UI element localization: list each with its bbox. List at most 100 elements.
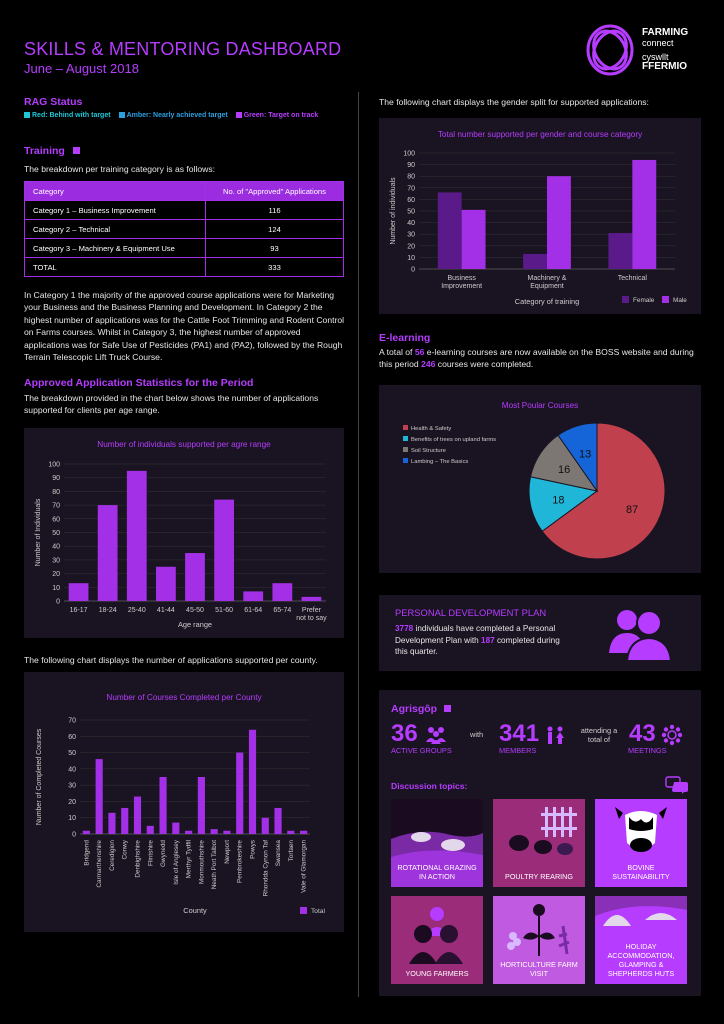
logo-swirl-icon <box>586 24 634 76</box>
x-tick-label: Carmarthenshire <box>96 840 103 888</box>
x-tick-label: Flintshire <box>147 840 154 866</box>
bar <box>272 583 293 601</box>
y-tick-label: 50 <box>52 530 60 537</box>
gender-chart: 0 10 20 30 40 50 60 70 80 90 100 BusinessImprovemen… <box>390 151 687 307</box>
y-tick-label: 90 <box>407 162 415 169</box>
training-title-text: Training <box>24 145 65 157</box>
pie-data-label: 18 <box>552 494 564 506</box>
y-tick-label: 10 <box>407 255 415 262</box>
elearning-text-a: A total of <box>379 347 415 357</box>
table-header-category: Category <box>24 181 206 201</box>
square-icon <box>72 147 80 154</box>
column-divider <box>358 92 359 997</box>
topic-label: HOLIDAY ACCOMMODATION, GLAMPING & SHEPHE… <box>607 942 675 978</box>
y-tick-label: 20 <box>52 571 60 578</box>
elearning-text: A total of 56 e-learning courses are now… <box>379 346 701 371</box>
legend-swatch <box>403 458 408 463</box>
groups-label: ACTIVE GROUPS <box>391 746 452 755</box>
x-tick-label: Torfaen <box>288 840 295 862</box>
x-tick-label: 65-74 <box>273 607 291 614</box>
approved-title: Approved Application Statistics for the … <box>24 377 254 389</box>
young-farmers-icon <box>409 907 463 964</box>
table-header-row: Category No. of "Approved" Applications <box>24 181 344 201</box>
y-tick-label: 0 <box>72 832 76 839</box>
bar <box>159 777 167 834</box>
y-tick-label: 90 <box>52 475 60 482</box>
table-row: Category 2 – Technical 124 <box>24 219 344 239</box>
pdp-completed: 187 <box>481 635 495 645</box>
gender-chart-panel: Total number supported per gender and co… <box>379 118 701 314</box>
rag-amber: Amber: Nearly achieved target <box>118 112 228 119</box>
topic-label: ROTATIONAL GRAZING IN ACTION <box>397 863 477 881</box>
topic-tile-horticulture: HORTICULTURE FARM VISIT <box>493 896 585 984</box>
logo-text-cyswllt: cyswllt <box>642 52 669 62</box>
legend-label: Male <box>673 297 687 304</box>
training-title: Training <box>24 145 80 157</box>
rag-red: Red: Behind with target <box>24 112 111 119</box>
bar <box>210 829 218 834</box>
y-axis-label: Number of Individuals <box>35 498 42 566</box>
x-tick-label: 51-60 <box>215 607 233 614</box>
x-tick-label: Improvement <box>441 283 482 290</box>
x-tick-label: Equipment <box>530 283 564 290</box>
bar <box>68 583 89 601</box>
bar <box>608 233 633 269</box>
y-tick-label: 50 <box>407 209 415 216</box>
pdp-text-a: individuals have completed a Personal De… <box>395 624 556 645</box>
topic-label: YOUNG FARMERS <box>405 969 469 978</box>
training-intro: The breakdown per training category is a… <box>24 164 216 174</box>
x-tick-label: 45-50 <box>186 607 204 614</box>
agrisgop-panel: Agrisgôp 36 ACTIVE GROUPS with 341 MEMBE… <box>379 690 701 996</box>
y-tick-label: 40 <box>52 544 60 551</box>
legend-label: Total <box>311 908 325 915</box>
age-chart-panel: Number of individuals supported per agre… <box>24 428 344 638</box>
people-icon <box>609 610 671 662</box>
bar <box>185 553 205 601</box>
x-tick-label: 16-17 <box>70 607 88 614</box>
legend-swatch <box>622 296 629 303</box>
bar <box>95 759 103 834</box>
agrisgop-with: with <box>470 730 484 739</box>
x-tick-label: Isle of Anglesey <box>173 839 180 885</box>
rag-red-label: Red: Behind with target <box>32 112 111 119</box>
meetings-label: MEETINGS <box>628 746 667 755</box>
x-tick-label: Denbighshire <box>135 840 142 878</box>
x-tick-label: 25-40 <box>128 607 146 614</box>
x-axis-label: Age range <box>178 620 212 629</box>
y-tick-label: 80 <box>407 174 415 181</box>
bar <box>248 729 257 834</box>
y-tick-label: 80 <box>52 489 60 496</box>
y-tick-label: 30 <box>52 557 60 564</box>
pie-chart: 87 18 16 13 Health & Safety Benefits of trees… <box>403 422 666 560</box>
table-cell: 116 <box>205 200 344 220</box>
x-tick-label: Vale of Glamorgan <box>301 840 308 893</box>
rag-green-label: Green: Target on track <box>243 112 319 119</box>
pie-slice <box>528 476 599 532</box>
y-tick-label: 10 <box>68 815 76 822</box>
y-tick-label: 40 <box>68 766 76 773</box>
training-table: Category No. of "Approved" Applications … <box>24 181 344 277</box>
y-tick-label: 60 <box>52 516 60 523</box>
x-tick-label: 41-44 <box>157 607 175 614</box>
training-paragraph: In Category 1 the majority of the approv… <box>24 290 345 363</box>
legend-swatch <box>403 447 408 452</box>
elearning-text-b: e-learning courses are now available on … <box>379 347 694 370</box>
bar <box>155 566 176 601</box>
age-chart: 0 10 20 30 40 50 60 70 80 90 100 16-17 18-24 25-40 41-… <box>35 462 327 630</box>
legend-label: Lambing – The Basics <box>411 459 468 465</box>
glamping-icon <box>595 906 687 984</box>
y-tick-label: 70 <box>52 503 60 510</box>
rag-green: Green: Target on track <box>235 112 319 119</box>
table-cell: Category 1 – Business Improvement <box>24 200 206 220</box>
x-tick-label: 18-24 <box>99 607 117 614</box>
agrisgop-title-text: Agrisgôp <box>391 703 438 715</box>
pie-slice <box>541 422 666 560</box>
flowers-icon <box>507 904 570 956</box>
topic-tile-holiday: HOLIDAY ACCOMMODATION, GLAMPING & SHEPHE… <box>595 896 687 984</box>
y-tick-label: 20 <box>407 243 415 250</box>
elearning-courses-completed: 246 <box>421 359 436 370</box>
pdp-text-b: completed during this quarter. <box>395 635 560 657</box>
age-chart-title: Number of individuals supported per agre… <box>97 440 271 449</box>
bar <box>547 176 571 269</box>
cow-face-icon <box>615 807 667 852</box>
